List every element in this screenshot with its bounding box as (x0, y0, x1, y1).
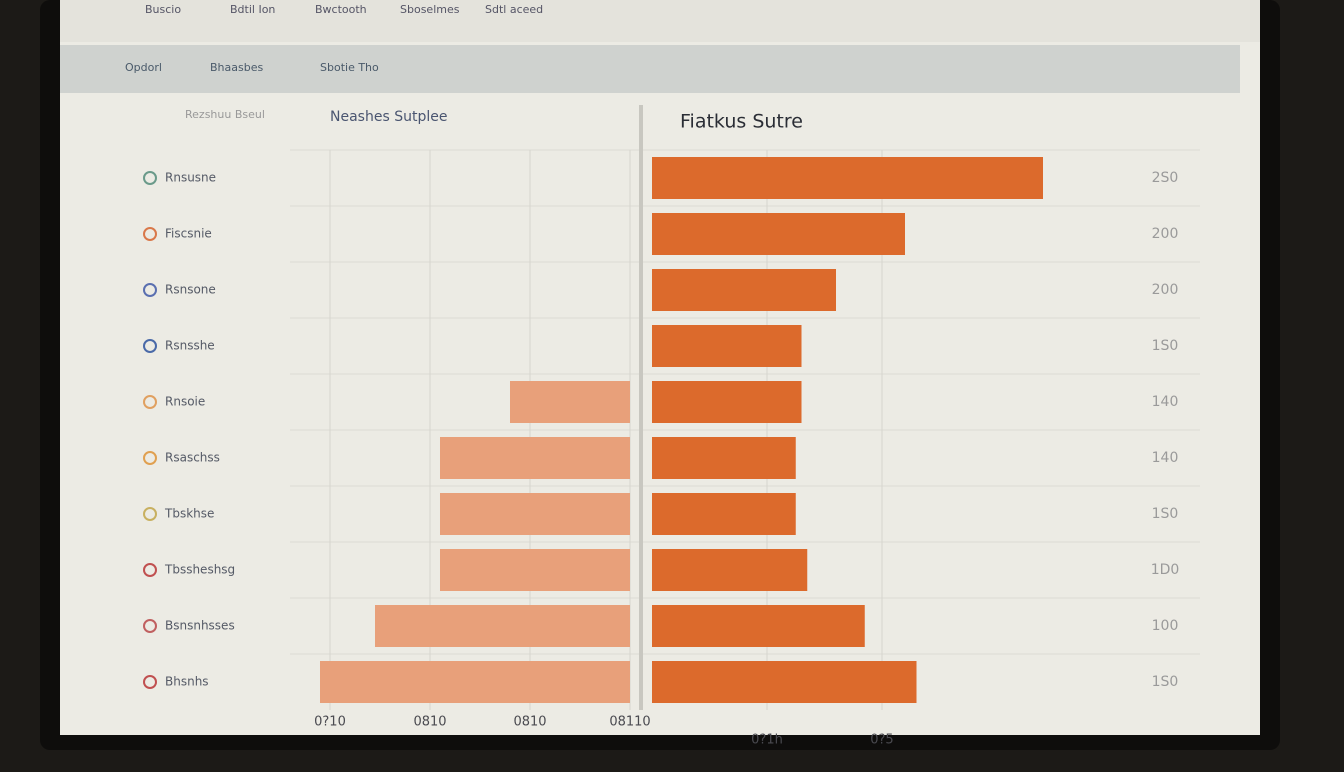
x-tick-label: 0?5 (870, 733, 893, 748)
category-label: Tbssheshsg (164, 563, 235, 577)
tab[interactable]: Opdorl (125, 61, 162, 74)
left-bar (510, 381, 630, 423)
right-bar (652, 325, 802, 367)
category-label: Rnsusne (165, 171, 216, 185)
toolbar-item[interactable]: Bdtil Ion (230, 3, 275, 16)
left-bar (320, 661, 630, 703)
category-label: Rsnsshe (165, 339, 215, 353)
toolbar-item[interactable]: Sdtl aceed (485, 3, 543, 16)
category-icon (143, 451, 157, 465)
x-tick-label: 08110 (609, 715, 650, 730)
right-bar (652, 493, 796, 535)
right-bar (652, 381, 802, 423)
left-bar (440, 493, 630, 535)
category-label: Tbskhse (164, 507, 214, 521)
category-icon (143, 227, 157, 241)
category-icon (143, 339, 157, 353)
category-label: Bsnsnhsses (165, 619, 235, 633)
category-label: Rnsoie (165, 395, 205, 409)
chart-title: Fiatkus Sutre (680, 111, 803, 133)
side-note: 200 (1152, 282, 1179, 298)
right-bar (652, 213, 905, 255)
side-note: 1S0 (1152, 338, 1179, 354)
category-icon (143, 283, 157, 297)
category-label: Rsnsone (165, 283, 216, 297)
left-bar (440, 437, 630, 479)
right-bar (652, 269, 836, 311)
toolbar (60, 0, 1260, 42)
side-note: 200 (1152, 226, 1179, 242)
category-label: Fiscsnie (165, 227, 212, 241)
right-bar (652, 605, 865, 647)
tab-bar (60, 45, 1240, 93)
right-bar (652, 549, 808, 591)
right-bar (652, 661, 917, 703)
toolbar-item[interactable]: Buscio (145, 3, 181, 16)
side-note: 1D0 (1151, 562, 1180, 578)
toolbar-item[interactable]: Bwctooth (315, 3, 367, 16)
category-icon (143, 619, 157, 633)
category-icon (143, 675, 157, 689)
x-tick-label: 0?10 (314, 715, 346, 730)
side-note: 1S0 (1152, 506, 1179, 522)
x-tick-label: 0?1h (751, 733, 783, 748)
side-note: 140 (1152, 450, 1179, 466)
side-note: 140 (1152, 394, 1179, 410)
category-icon (143, 563, 157, 577)
toolbar-item[interactable]: Sboselmes (400, 3, 460, 16)
left-bar (375, 605, 630, 647)
category-icon (143, 395, 157, 409)
category-label: Bhsnhs (165, 675, 209, 689)
right-bar (652, 157, 1043, 199)
x-tick-label: 0810 (413, 715, 446, 730)
left-bar (440, 549, 630, 591)
x-tick-label: 0810 (513, 715, 546, 730)
side-note: 1S0 (1152, 674, 1179, 690)
category-label: Rsaschss (165, 451, 220, 465)
right-bar (652, 437, 796, 479)
tab[interactable]: Bhaasbes (210, 61, 263, 74)
side-note: 100 (1152, 618, 1179, 634)
category-icon (143, 507, 157, 521)
tab[interactable]: Sbotie Tho (320, 61, 379, 74)
side-note: 2S0 (1152, 170, 1179, 186)
category-icon (143, 171, 157, 185)
sidebar-title: Rezshuu Bseul (185, 108, 265, 121)
left-title: Neashes Sutplee (330, 109, 447, 125)
